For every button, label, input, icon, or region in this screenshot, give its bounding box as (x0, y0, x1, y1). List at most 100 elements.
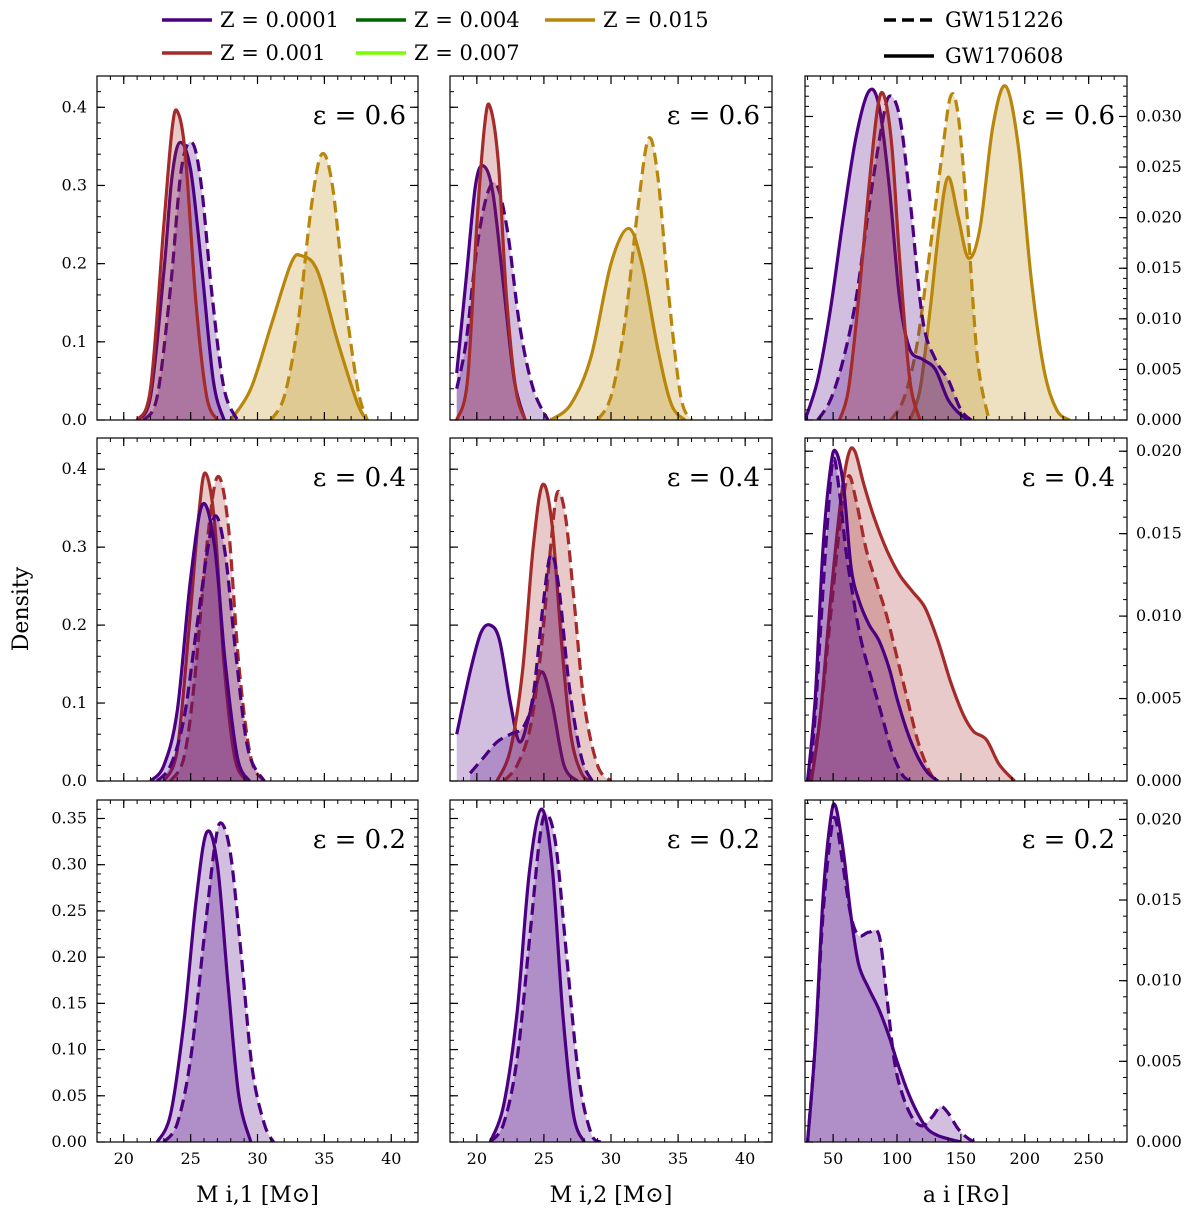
density-fill (157, 830, 251, 1142)
legend-entry-z: Z = 0.0001 (162, 8, 339, 32)
x-tick-label: 35 (314, 1149, 334, 1168)
panel-frame (804, 799, 1128, 1143)
density-curve (805, 815, 977, 1142)
density-curve (155, 829, 253, 1142)
y-tick-label: 0.35 (51, 808, 87, 827)
density-fill (807, 817, 977, 1142)
density-curve (488, 807, 586, 1142)
density-fill (230, 254, 368, 420)
density-fill (170, 476, 265, 781)
density-curve (488, 812, 602, 1142)
y-tick-label: 0.00 (51, 1132, 87, 1151)
y-tick-label-right: 0.030 (1136, 106, 1182, 125)
legend-entry-z: Z = 0.004 (356, 8, 520, 32)
plot-area (488, 807, 602, 1142)
legend-label: GW151226 (945, 8, 1064, 32)
y-tick-label-right: 0.005 (1136, 359, 1182, 378)
x-tick-label: 200 (1010, 1149, 1041, 1168)
y-tick-label-right: 0.005 (1136, 689, 1182, 708)
density-curve (805, 448, 939, 781)
density-fill (270, 153, 368, 420)
legend-entry-z: Z = 0.001 (162, 41, 326, 65)
density-fill (163, 473, 247, 781)
density-curve (162, 821, 275, 1142)
y-tick-label-right: 0.000 (1136, 1132, 1182, 1151)
legend-entry-event: GW170608 (884, 44, 1064, 68)
y-tick-label-right: 0.015 (1136, 524, 1182, 543)
epsilon-label: ε = 0.4 (1022, 463, 1115, 493)
epsilon-label: ε = 0.6 (313, 101, 406, 131)
y-tick-label: 0.3 (62, 537, 87, 556)
density-fill (490, 813, 601, 1142)
density-fill (503, 491, 611, 781)
x-tick-label: 25 (534, 1149, 554, 1168)
density-fill (157, 515, 265, 781)
x-axis-label: M i,1 [M⊙] (196, 1183, 319, 1208)
y-tick-label: 0.0 (62, 771, 87, 790)
density-curve (908, 84, 1071, 420)
legend-entry-z: Z = 0.015 (545, 8, 709, 32)
x-axis-label: M i,2 [M⊙] (550, 1183, 673, 1208)
density-fill (470, 554, 593, 781)
epsilon-label: ε = 0.6 (1022, 101, 1115, 131)
y-tick-label-right: 0.000 (1136, 410, 1182, 429)
legend-label: Z = 0.015 (603, 8, 709, 32)
epsilon-label: ε = 0.2 (313, 825, 406, 855)
y-tick-label: 0.05 (51, 1086, 87, 1105)
density-curve (596, 136, 693, 420)
density-fill (909, 85, 1070, 420)
density-fill (807, 458, 910, 781)
density-fill (150, 503, 250, 781)
plot-area (455, 482, 613, 781)
y-tick-label: 0.20 (51, 947, 87, 966)
density-fill (456, 165, 526, 420)
density-curve (805, 87, 972, 420)
density-fill (137, 109, 218, 420)
density-curve (549, 226, 687, 420)
plot-area (805, 446, 1016, 781)
y-tick-label-right: 0.005 (1136, 1051, 1182, 1070)
density-curve (135, 108, 219, 420)
density-curve (805, 802, 962, 1142)
y-tick-label-right: 0.025 (1136, 157, 1182, 176)
x-tick-label: 25 (180, 1149, 200, 1168)
panel-r2-c2: 50 100 150 200 250 0.000 0.005 0.010 0.015 0.020 ε… (804, 799, 1182, 1208)
x-tick-label: 50 (823, 1149, 843, 1168)
panel-r1-c2: 0.000 0.005 0.010 0.015 0.020 ε = 0.4 (804, 437, 1182, 790)
epsilon-label: ε = 0.2 (667, 825, 760, 855)
epsilon-label: ε = 0.2 (1022, 825, 1115, 855)
density-fill (807, 450, 938, 781)
density-curve (455, 180, 550, 420)
x-tick-label: 40 (381, 1149, 401, 1168)
legend-label: Z = 0.001 (220, 41, 326, 65)
legend: Z = 0.0001 Z = 0.001 Z = 0.004 Z = 0.007 Z =… (162, 8, 1064, 68)
density-curve (495, 482, 594, 781)
density-curve (837, 90, 922, 420)
y-tick-label-right: 0.010 (1136, 971, 1182, 990)
legend-label: Z = 0.004 (414, 8, 520, 32)
plot-area (155, 821, 275, 1142)
y-tick-label: 0.2 (62, 254, 87, 273)
legend-label: GW170608 (945, 44, 1064, 68)
x-tick-label: 20 (114, 1149, 134, 1168)
density-fill (456, 104, 526, 420)
density-fill (163, 822, 274, 1142)
density-fill (807, 803, 961, 1142)
y-tick-label-right: 0.010 (1136, 606, 1182, 625)
y-tick-label: 0.30 (51, 855, 87, 874)
density-curve (149, 501, 251, 781)
y-tick-label-right: 0.015 (1136, 890, 1182, 909)
x-axis-label: a i [R⊙] (923, 1183, 1009, 1208)
plot-area (455, 102, 693, 420)
y-tick-label-right: 0.015 (1136, 258, 1182, 277)
y-tick-label: 0.0 (62, 410, 87, 429)
density-fill (143, 141, 238, 420)
density-fill (137, 142, 225, 420)
x-tick-label: 150 (946, 1149, 977, 1168)
plot-area (805, 802, 977, 1142)
density-fill (490, 809, 585, 1142)
panel-r0-c0: 0.0 0.1 0.2 0.3 0.4 ε = 0.6 (62, 75, 419, 429)
density-fill (456, 624, 578, 781)
y-tick-label: 0.1 (62, 332, 87, 351)
